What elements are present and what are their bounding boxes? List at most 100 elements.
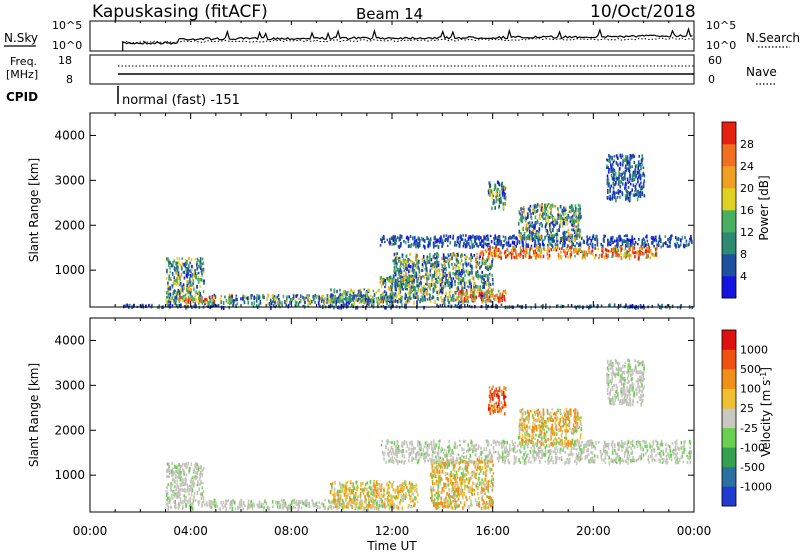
echo-cell xyxy=(462,286,464,290)
echo-cell xyxy=(251,503,253,508)
echo-cell xyxy=(276,504,278,507)
echo-cell xyxy=(382,501,384,505)
echo-cell xyxy=(254,296,257,300)
echo-cell xyxy=(181,483,183,487)
echo-cell xyxy=(581,250,584,254)
echo-cell xyxy=(489,294,492,298)
echo-cell xyxy=(493,199,495,203)
echo-cell xyxy=(187,267,190,271)
echo-cell xyxy=(433,244,435,248)
echo-cell xyxy=(394,270,396,275)
echo-cell xyxy=(349,290,351,294)
echo-cell xyxy=(396,254,398,259)
echo-cell xyxy=(514,246,517,250)
echo-cell xyxy=(546,234,548,238)
echo-cell xyxy=(306,499,308,504)
echo-cell xyxy=(521,210,523,215)
echo-cell xyxy=(421,269,424,272)
echo-cell xyxy=(575,225,578,228)
echo-cell xyxy=(571,228,573,231)
echo-cell xyxy=(514,249,517,253)
echo-cell xyxy=(459,277,462,280)
echo-cell xyxy=(166,296,168,299)
echo-cell xyxy=(436,264,439,268)
echo-cell xyxy=(375,495,377,499)
echo-cell xyxy=(384,498,386,501)
echo-cell xyxy=(496,296,499,300)
echo-cell xyxy=(450,460,453,465)
echo-cell xyxy=(490,265,492,270)
echo-cell xyxy=(550,226,552,231)
echo-cell xyxy=(610,173,613,178)
echo-cell xyxy=(484,492,486,496)
echo-cell xyxy=(617,182,620,186)
echo-cell xyxy=(369,301,371,304)
echo-cell xyxy=(347,297,349,301)
echo-cell xyxy=(183,471,186,475)
echo-cell xyxy=(201,492,203,497)
echo-cell xyxy=(342,500,344,504)
echo-cell xyxy=(186,298,189,301)
echo-cell xyxy=(638,172,641,175)
echo-cell xyxy=(275,304,277,308)
echo-cell xyxy=(628,167,630,170)
echo-cell xyxy=(631,243,633,248)
echo-cell xyxy=(176,280,178,285)
echo-cell xyxy=(629,154,632,157)
echo-cell xyxy=(533,225,535,230)
echo-cell xyxy=(311,499,313,502)
echo-cell xyxy=(637,177,639,180)
echo-cell xyxy=(557,210,560,215)
echo-cell xyxy=(400,275,402,279)
echo-cell xyxy=(441,244,443,248)
echo-cell xyxy=(563,243,566,248)
echo-cell xyxy=(280,302,282,307)
echo-cell xyxy=(169,501,171,505)
echo-cell xyxy=(231,506,234,511)
echo-cell xyxy=(350,504,352,507)
echo-cell xyxy=(392,294,394,298)
echo-cell xyxy=(562,236,564,239)
echo-cell xyxy=(401,283,403,287)
echo-cell xyxy=(391,495,393,499)
echo-cell xyxy=(339,494,342,498)
echo-cell xyxy=(174,500,176,504)
echo-cell xyxy=(634,251,636,255)
echo-cell xyxy=(669,241,671,245)
echo-cell xyxy=(488,281,490,285)
echo-cell xyxy=(497,235,499,240)
echo-cell xyxy=(203,466,205,470)
echo-cell xyxy=(534,241,536,245)
echo-cell xyxy=(440,237,443,242)
echo-cell xyxy=(444,294,447,298)
echo-cell xyxy=(395,488,398,492)
echo-cell xyxy=(389,300,391,304)
echo-cell xyxy=(619,189,622,193)
echo-cell xyxy=(414,288,416,292)
echo-cell xyxy=(221,503,223,507)
echo-cell xyxy=(287,303,290,307)
echo-cell xyxy=(536,245,538,249)
echo-cell xyxy=(167,263,170,267)
echo-cell xyxy=(210,502,213,505)
echo-cell xyxy=(427,240,430,245)
echo-cell xyxy=(279,504,282,509)
echo-cell xyxy=(410,482,412,487)
echo-cell xyxy=(473,290,475,295)
echo-cell xyxy=(532,209,534,213)
frequency-panel: Freq. [MHz] 18 8 60 0 Nave xyxy=(6,54,777,86)
echo-cell xyxy=(535,243,538,247)
echo-cell xyxy=(454,279,456,283)
echo-cell xyxy=(179,483,182,487)
echo-cell xyxy=(641,246,643,250)
echo-cell xyxy=(436,261,439,265)
echo-cell xyxy=(319,505,321,510)
echo-cell xyxy=(418,275,421,278)
echo-cell xyxy=(184,480,187,485)
echo-cell xyxy=(577,217,579,222)
echo-cell xyxy=(624,247,627,251)
echo-cell xyxy=(432,241,435,246)
echo-cell xyxy=(390,279,392,284)
echo-cell xyxy=(331,299,333,303)
echo-cell xyxy=(423,259,426,264)
